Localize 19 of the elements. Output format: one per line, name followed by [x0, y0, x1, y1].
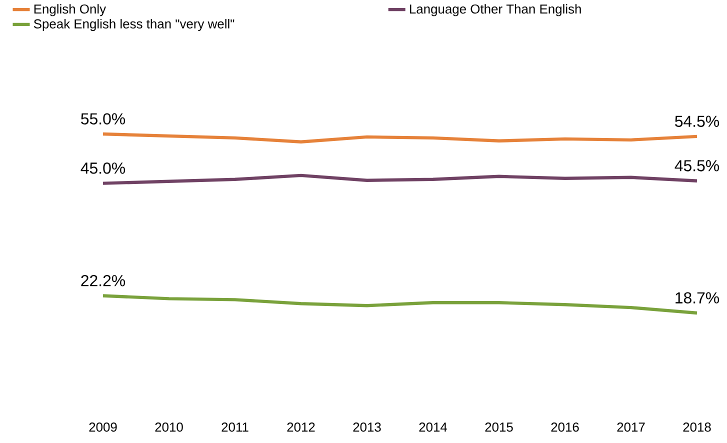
x-tick-label: 2016 [551, 422, 579, 432]
data-label: 54.5% [675, 116, 720, 127]
x-tick-label: 2015 [485, 422, 513, 432]
x-tick-label: 2012 [287, 422, 315, 432]
x-tick-label: 2018 [683, 422, 711, 432]
x-tick-label: 2009 [89, 422, 117, 432]
x-tick-label: 2014 [419, 422, 448, 432]
data-label: 22.2% [81, 275, 126, 286]
data-label: 45.5% [674, 160, 720, 172]
x-tick-label: 2017 [617, 422, 645, 432]
x-tick-label: 2013 [353, 422, 381, 432]
data-label: 55.0% [81, 113, 126, 124]
legend-label: Language Other Than English [410, 4, 581, 16]
data-label: 18.7% [676, 292, 720, 304]
x-tick-label: 2010 [155, 422, 183, 432]
x-tick-label: 2011 [222, 422, 248, 432]
legend-label: English Only [34, 4, 106, 16]
data-label: 45.0% [80, 162, 126, 174]
legend-label: Speak English less than "very well" [34, 18, 234, 32]
